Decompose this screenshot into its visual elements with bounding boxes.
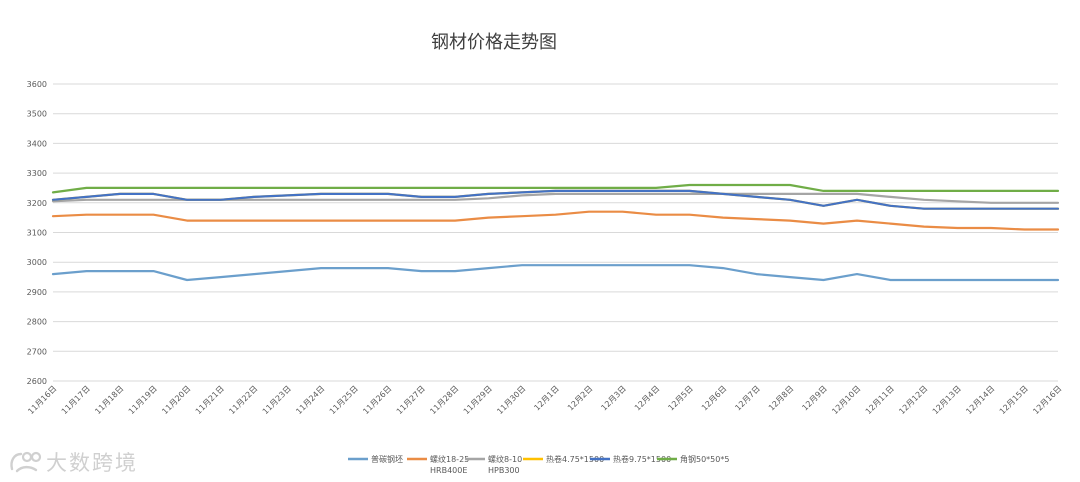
y-tick-label: 2700 — [27, 347, 47, 356]
chart-title: 钢材价格走势图 — [431, 32, 557, 53]
legend-label: 普碳钢坯 — [371, 454, 403, 464]
series-line-2 — [51, 210, 1060, 231]
legend: 普碳钢坯 螺纹18-25 HRB400E 螺纹8-10 HPB300 热卷4.75*150… — [348, 454, 729, 475]
x-tick-label: 12月3日 — [599, 384, 627, 412]
x-tick-label: 12月12日 — [897, 384, 929, 416]
x-tick-label: 11月30日 — [495, 384, 527, 416]
x-tick-label: 12月5日 — [666, 384, 694, 412]
x-tick-label: 12月13日 — [931, 384, 963, 416]
y-tick-label: 2800 — [27, 318, 47, 327]
y-tick-label: 3600 — [27, 80, 47, 89]
y-tick-label: 2600 — [27, 377, 47, 386]
series-line-3 — [51, 192, 1060, 204]
series-line-5 — [51, 189, 1060, 210]
x-tick-label: 11月18日 — [93, 384, 125, 416]
y-tick-label: 3100 — [27, 229, 47, 238]
legend-label: 螺纹18-25 — [430, 454, 469, 464]
x-tick-label: 11月20日 — [160, 384, 192, 416]
x-tick-label: 12月4日 — [633, 384, 661, 412]
brand-logo-icon — [10, 451, 42, 473]
series-lines — [51, 183, 1060, 282]
legend-label: 热卷4.75*1500 — [546, 454, 604, 464]
x-tick-label: 12月1日 — [532, 384, 560, 412]
x-tick-label: 12月6日 — [700, 384, 728, 412]
legend-label: HRB400E — [430, 466, 467, 475]
x-tick-label: 12月16日 — [1031, 384, 1063, 416]
x-tick-label: 11月22日 — [227, 384, 259, 416]
x-tick-label: 11月29日 — [462, 384, 494, 416]
y-tick-label: 3400 — [27, 139, 47, 148]
x-tick-label: 12月9日 — [800, 384, 828, 412]
x-tick-label: 12月2日 — [566, 384, 594, 412]
watermark-text: 大数跨境 — [46, 451, 138, 475]
legend-label: 热卷9.75*1500 — [613, 454, 671, 464]
x-tick-label: 12月11日 — [864, 384, 896, 416]
y-tick-label: 3300 — [27, 169, 47, 178]
x-tick-label: 11月21日 — [194, 384, 226, 416]
x-tick-label: 11月27日 — [395, 384, 427, 416]
x-tick-label: 11月28日 — [428, 384, 460, 416]
gridlines — [53, 83, 1058, 382]
x-tick-label: 12月15日 — [998, 384, 1030, 416]
x-tick-label: 11月19日 — [127, 384, 159, 416]
y-tick-label: 3000 — [27, 258, 47, 267]
y-axis-tick-labels: 2600 2700 2800 2900 3000 3100 3200 3300 3400 3500… — [27, 80, 47, 386]
y-tick-label: 3500 — [27, 110, 47, 119]
series-line-6 — [51, 183, 1060, 194]
x-tick-label: 11月16日 — [26, 384, 58, 416]
x-tick-label: 11月17日 — [60, 384, 92, 416]
x-tick-label: 12月14日 — [964, 384, 996, 416]
watermark: 大数跨境 — [8, 448, 138, 476]
legend-label: HPB300 — [488, 466, 520, 475]
x-tick-label: 12月7日 — [733, 384, 761, 412]
x-tick-label: 11月25日 — [328, 384, 360, 416]
x-tick-label: 11月23日 — [261, 384, 293, 416]
legend-label: 角钢50*50*5 — [680, 454, 729, 464]
x-axis-tick-labels: 11月16日 11月17日 11月18日 11月19日 11月20日 11月21日 11月2… — [26, 384, 1063, 416]
y-tick-label: 3200 — [27, 199, 47, 208]
legend-label: 螺纹8-10 — [488, 454, 522, 464]
x-tick-label: 11月26日 — [361, 384, 393, 416]
y-tick-label: 2900 — [27, 288, 47, 297]
x-tick-label: 12月8日 — [767, 384, 795, 412]
series-line-1 — [51, 264, 1060, 282]
x-tick-label: 11月24日 — [294, 384, 326, 416]
x-tick-label: 12月10日 — [830, 384, 862, 416]
